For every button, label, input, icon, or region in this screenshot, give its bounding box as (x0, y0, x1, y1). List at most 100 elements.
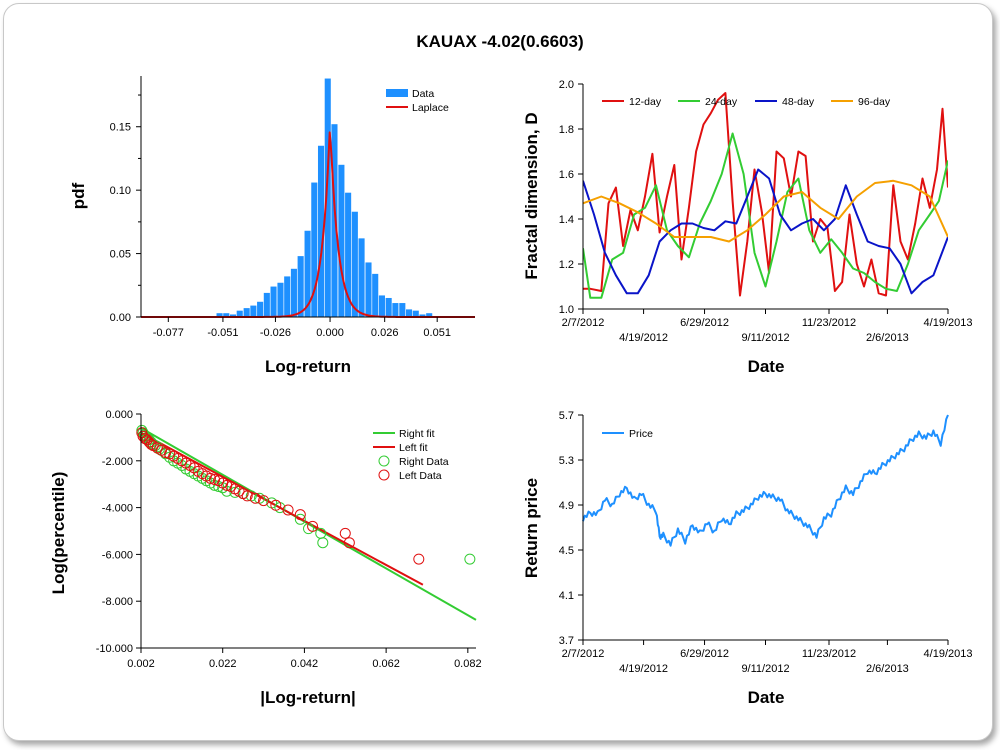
hist-bar (358, 238, 365, 317)
left-data-point (258, 495, 270, 507)
y-tick-label: 3.7 (559, 635, 574, 647)
y-tick-label: 4.5 (559, 545, 574, 557)
left-data-point (139, 433, 151, 445)
left-data-point (294, 509, 306, 521)
fractal-lines (583, 92, 948, 299)
x-tick-label: 0.026 (371, 327, 399, 339)
left-data-point (188, 462, 200, 474)
y-tick-label: 4.9 (559, 500, 574, 512)
main-title: KAUAX -4.02(0.6603) (416, 32, 584, 51)
y-tick-label: 5.3 (559, 455, 574, 467)
hist-bar (236, 310, 243, 317)
y-tick-label: 2.0 (559, 79, 574, 91)
x-axis-title: Log-return (265, 357, 351, 376)
left-data-point (339, 527, 351, 539)
price-line (582, 414, 949, 547)
x-tick-label: -0.077 (153, 327, 184, 339)
x-tick-label: 0.002 (127, 658, 155, 670)
hist-bar (378, 295, 385, 317)
x-tick-label: 0.082 (454, 658, 482, 670)
left-data-point (270, 499, 282, 511)
x-tick-label: -0.051 (207, 327, 238, 339)
y-tick-label: 0.00 (110, 312, 131, 324)
y-tick-label: 0.15 (110, 122, 131, 134)
left-data-point (413, 553, 425, 565)
left-data-point (249, 492, 261, 504)
hist-bar (385, 297, 392, 317)
y-axis-title: Fractal dimension, D (522, 112, 541, 279)
series-d96 (583, 179, 948, 243)
left-data-point (282, 504, 294, 516)
x-tick-label: 2/6/2013 (866, 663, 909, 675)
x-axis-title: |Log-return| (260, 688, 355, 707)
hist-bar (419, 314, 426, 317)
x-axis-title: Date (748, 357, 785, 376)
x-tick-label: 0.022 (209, 658, 237, 670)
legend-label-left-fit: Left fit (399, 442, 428, 454)
y-tick-label: 1.6 (559, 169, 574, 181)
hist-bar (405, 309, 413, 317)
x-tick-label: 9/11/2012 (741, 663, 789, 675)
x-tick-label: 2/7/2012 (562, 648, 605, 660)
hist-bar (412, 310, 419, 317)
left-data-point (307, 520, 319, 532)
hist-bar (290, 268, 297, 317)
hist-bar (365, 262, 372, 317)
hist-bar (372, 273, 379, 317)
left-data-point (143, 436, 155, 448)
legend-label-right-data: Right Data (399, 456, 449, 468)
x-tick-label: 4/19/2013 (924, 648, 973, 660)
hist-bar (263, 292, 270, 317)
x-tick-label: 0.042 (291, 658, 319, 670)
x-tick-label: 4/19/2013 (924, 317, 973, 329)
hist-bar (223, 313, 230, 317)
legend-label-right-fit: Right fit (399, 428, 435, 440)
x-tick-label: 11/23/2012 (802, 648, 856, 660)
legend-label-d24: 24-day (705, 96, 738, 108)
y-tick-label: 5.7 (559, 410, 574, 422)
y-tick-label: -6.000 (102, 549, 133, 561)
x-tick-label: 0.062 (372, 658, 400, 670)
hist-bar (392, 303, 399, 317)
hist-bar (338, 164, 345, 317)
x-tick-label: 2/6/2013 (866, 332, 909, 344)
legend-label-price: Price (629, 428, 653, 440)
y-tick-label: 0.05 (110, 249, 131, 261)
x-tick-label: 2/7/2012 (562, 317, 605, 329)
series-d12 (583, 92, 948, 297)
right-data-point (464, 553, 476, 565)
hist-bar (304, 230, 311, 317)
hist-bar (297, 256, 304, 317)
left-data-point (241, 490, 253, 502)
y-axis-title: Return price (522, 478, 541, 578)
series-d48 (583, 168, 948, 295)
legend-swatch-data (386, 89, 408, 97)
x-tick-label: 4/19/2012 (619, 332, 668, 344)
hist-bar (331, 124, 338, 317)
left-data-point (204, 472, 216, 484)
x-tick-label: 11/23/2012 (802, 317, 856, 329)
legend-label-d96: 96-day (858, 96, 891, 108)
y-axis-title: pdf (69, 182, 88, 209)
hist-bar (426, 313, 433, 317)
y-tick-label: -8.000 (102, 596, 133, 608)
hist-bar (257, 301, 264, 317)
legend-label-laplace: Laplace (412, 102, 449, 114)
x-tick-label: 4/19/2012 (619, 663, 668, 675)
y-tick-label: 1.8 (559, 124, 574, 136)
x-tick-label: 9/11/2012 (741, 332, 789, 344)
right-data-point (294, 513, 306, 525)
x-tick-label: -0.026 (260, 327, 291, 339)
legend-swatch-left-data (378, 469, 390, 481)
legend-label-data: Data (412, 88, 434, 100)
hist-bar (399, 303, 406, 317)
hist-bar (250, 305, 257, 317)
hist-bar (284, 276, 291, 317)
x-tick-label: 0.000 (316, 327, 344, 339)
x-tick-label: 6/29/2012 (680, 317, 729, 329)
hist-bar (324, 78, 331, 318)
legend-label-d48: 48-day (782, 96, 815, 108)
y-tick-label: 1.0 (559, 304, 574, 316)
y-axis-title: Log(percentile) (49, 472, 68, 595)
y-tick-label: 4.1 (559, 590, 574, 602)
